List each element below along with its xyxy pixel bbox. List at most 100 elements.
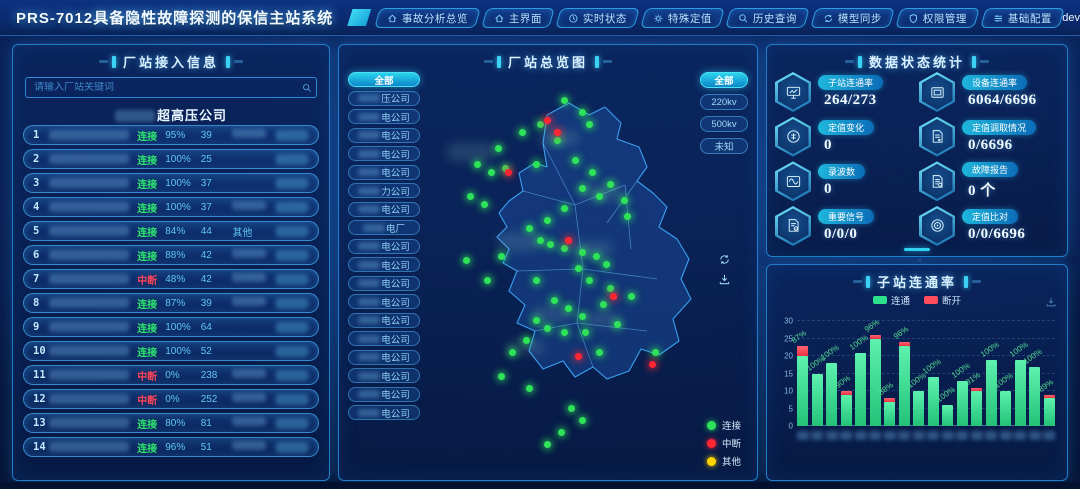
nav-tab-4[interactable]: 特殊定值 [640, 7, 726, 28]
stat-value: 0/0/0 [824, 225, 858, 242]
bars: 87% 100% 100% 90% 100% 96% 88% 96% 100% 100% 100% 1… [790, 317, 1055, 426]
bar[interactable]: 96% [891, 321, 910, 426]
stats-grid: 子站连通率 264/273 设备连通率 6064/6696 定值变化 0 定值调取情况 0/6… [775, 72, 1063, 246]
station-row[interactable]: 11 中断 0% 238 [23, 365, 319, 385]
nav-tab-label: 事故分析总览 [402, 12, 469, 24]
settings-icon [993, 12, 1004, 23]
bar[interactable]: 88% [877, 321, 896, 426]
station-row[interactable]: 4 连接 100% 37 [23, 197, 319, 217]
device-count: 44 [200, 225, 212, 237]
station-row[interactable]: 12 中断 0% 252 [23, 389, 319, 409]
bar[interactable]: 96% [862, 317, 881, 426]
nav-tab-5[interactable]: 历史查询 [725, 7, 811, 28]
map-filter-company-16[interactable]: 电公司 [348, 368, 420, 383]
map-filter-company-8[interactable]: 电厂 [348, 220, 420, 235]
map-filter-company-7[interactable]: 电公司 [348, 201, 420, 217]
nav-tab-8[interactable]: 基础配置 [980, 7, 1066, 28]
blurred-company-name [358, 242, 381, 250]
row-index: 6 [33, 249, 40, 261]
bar[interactable]: 100% [819, 321, 841, 426]
bar[interactable]: 100% [920, 321, 942, 426]
search-icon[interactable] [298, 83, 316, 93]
station-row[interactable]: 10 连接 100% 52 [23, 341, 319, 361]
legend-dot [706, 438, 716, 448]
map-filter-company-18[interactable]: 电公司 [348, 405, 420, 420]
bar-segment-offline [884, 398, 896, 402]
station-row[interactable]: 9 连接 100% 64 [23, 317, 319, 337]
bar[interactable]: 100% [804, 321, 826, 426]
bar[interactable]: 100% [1008, 321, 1030, 426]
map-filter-company-3[interactable]: 电公司 [348, 127, 420, 143]
nav-tab-1[interactable]: 事故分析总览 [374, 7, 482, 28]
station-overview-map-panel: 厂站总览图 全部 压公司 电公司 电公司 电公司 电公司 力公司 电公司 电厂 电公司 电公司 电公司… [338, 44, 758, 481]
x-axis-label-blurred [985, 431, 998, 440]
station-row[interactable]: 13 连接 80% 81 [23, 413, 319, 433]
voltage-filter-500kv[interactable]: 500kv [700, 116, 748, 132]
bar[interactable]: 100% [935, 321, 957, 426]
nav-tab-3[interactable]: 实时状态 [555, 7, 641, 28]
map-filter-company-17[interactable]: 电公司 [348, 386, 420, 402]
chart-download-icon[interactable] [1045, 295, 1057, 313]
station-row[interactable]: 7 中断 48% 42 [23, 269, 319, 289]
station-row[interactable]: 2 连接 100% 25 [23, 149, 319, 169]
chart-legend-item[interactable]: 断开 [924, 293, 961, 307]
nav-tab-label: 特殊定值 [668, 12, 713, 24]
fetch-icon [919, 116, 955, 157]
bar[interactable]: 100% [993, 321, 1015, 426]
station-row[interactable]: 3 连接 100% 37 [23, 173, 319, 193]
bar[interactable]: 100% [979, 321, 1000, 426]
bar-segment-online [884, 401, 896, 426]
map-filter-company-10[interactable]: 电公司 [348, 257, 420, 272]
bar[interactable]: 100% [906, 321, 928, 426]
bar[interactable]: 90% [833, 321, 852, 426]
map-filter-company-2[interactable]: 电公司 [348, 109, 420, 124]
refresh-icon[interactable] [718, 253, 731, 266]
nav-tab-2[interactable]: 主界面 [481, 7, 556, 28]
device-count: 64 [200, 321, 212, 333]
bar[interactable]: 89% [1037, 321, 1055, 426]
row-badge-blurred [275, 417, 309, 429]
station-name-blurred [48, 346, 130, 356]
map-filter-company-4[interactable]: 电公司 [348, 146, 420, 161]
map-filter-all[interactable]: 全部 [348, 72, 420, 87]
bar[interactable]: 91% [964, 321, 982, 426]
bar[interactable]: 100% [1022, 321, 1044, 426]
station-row[interactable]: 14 连接 96% 51 [23, 437, 319, 457]
panel-title: 厂站总览图 [507, 55, 588, 70]
x-axis-label-blurred [1014, 431, 1027, 440]
station-row[interactable]: 1 连接 95% 39 [23, 125, 319, 145]
map-filter-company-11[interactable]: 电公司 [348, 275, 420, 291]
blurred-company-name [358, 112, 381, 121]
user-menu[interactable]: dev [1062, 12, 1080, 24]
stats-scroll-indicator[interactable] [904, 248, 930, 251]
map-filter-company-1[interactable]: 压公司 [348, 90, 420, 106]
nav-tab-7[interactable]: 权限管理 [895, 7, 981, 28]
station-search-input[interactable] [26, 82, 298, 93]
map-filter-company-14[interactable]: 电公司 [348, 331, 420, 346]
bar[interactable]: 100% [950, 321, 971, 426]
nav-tab-6[interactable]: 模型同步 [810, 7, 896, 28]
station-row[interactable]: 5 连接 84% 44 其他 [23, 221, 319, 241]
bar-segment-online [898, 345, 910, 426]
voltage-filter-未知[interactable]: 未知 [700, 138, 748, 154]
bar[interactable]: 100% [848, 321, 870, 426]
station-row[interactable]: 6 连接 88% 42 [23, 245, 319, 265]
map-filter-company-15[interactable]: 电公司 [348, 349, 420, 365]
x-axis-label-blurred [1042, 431, 1055, 440]
user-name: dev [1062, 11, 1080, 24]
map-filter-company-13[interactable]: 电公司 [348, 312, 420, 328]
map-filter-company-9[interactable]: 电公司 [348, 238, 420, 254]
bar-segment-online [869, 338, 881, 426]
map-filter-company-5[interactable]: 电公司 [348, 164, 420, 180]
province-map[interactable] [379, 73, 729, 473]
blurred-company-prefix [114, 110, 155, 122]
bar[interactable]: 87% [790, 321, 808, 426]
map-filter-company-6[interactable]: 力公司 [348, 183, 420, 198]
voltage-filter-全部[interactable]: 全部 [700, 72, 748, 88]
voltage-filter-220kv[interactable]: 220kv [700, 94, 748, 110]
download-icon[interactable] [718, 273, 731, 286]
chart-legend-item[interactable]: 连通 [872, 293, 910, 307]
station-row[interactable]: 8 连接 87% 39 [23, 293, 319, 313]
map-filter-company-12[interactable]: 电公司 [348, 294, 420, 309]
